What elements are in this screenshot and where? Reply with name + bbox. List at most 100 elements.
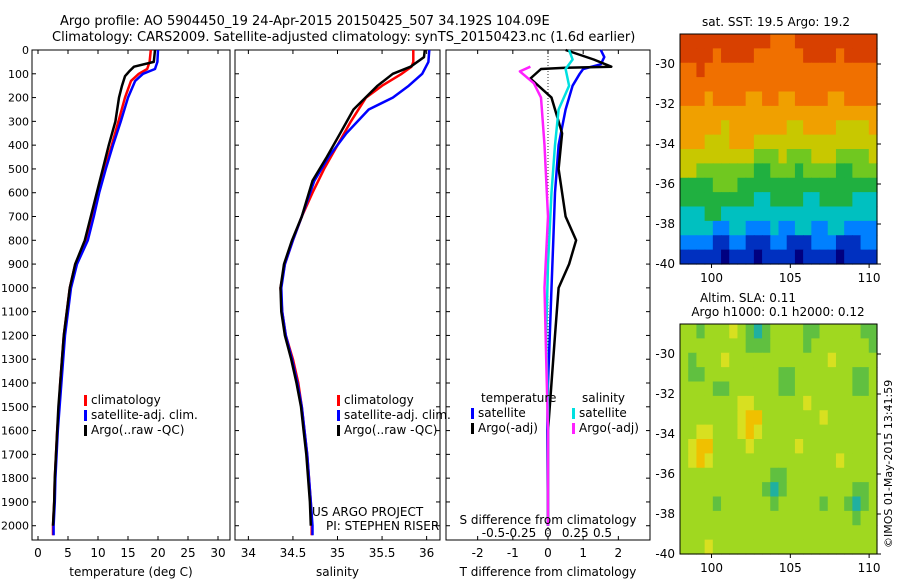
difference-legend-entry: Argo(-adj) [478,421,538,435]
sst-map-cell [827,192,837,208]
sla-map-cell [704,352,714,368]
sla-map-cell [794,395,804,411]
sst-map-cell [835,120,845,136]
sst-map-cell [688,120,698,136]
sst-map-cell [844,192,853,208]
sla-map-ytick-label: -38 [655,507,675,521]
temperature-ytick-label: 100 [8,68,29,81]
sla-map-cell [786,338,796,354]
sla-map-cell [753,324,763,339]
sst-map-cell [696,134,706,150]
sst-map-cell [696,163,706,179]
sst-map-cell [704,120,714,136]
sst-map-cell [704,105,714,121]
difference-xlabel2: S difference from climatology [460,513,637,527]
sst-map-cell [819,206,829,222]
sla-map-cell [835,467,845,483]
sla-map-cell [696,410,706,426]
sst-map-cell [827,91,837,107]
sla-map-cell [819,439,829,454]
sla-map-cell [704,410,714,426]
sla-map-cell [762,525,771,541]
sla-map-cell [860,410,870,426]
temperature-ytick-label: 2000 [1,520,29,533]
temperature-ytick-label: 900 [8,258,29,271]
sst-map-cell [819,235,829,251]
sst-map-cell [835,220,845,236]
sst-map-cell [803,62,812,78]
sst-map-cell [770,163,780,179]
sst-map-cell [852,91,862,107]
sla-map-cell [680,381,689,397]
temperature-ytick-label: 300 [8,115,29,128]
sst-map-cell [819,91,829,107]
salinity-legend-entry: satellite-adj. clim. [344,408,451,422]
sst-map-cell [729,91,739,107]
sst-map-cell [737,34,747,49]
sla-map-cell [753,482,763,498]
sla-map-cell [680,410,689,426]
sst-map-cell [786,249,796,265]
sla-map-cell [762,352,771,368]
temperature-frame [31,49,231,541]
sla-map-cell [721,439,730,454]
sla-map-cell [721,395,730,411]
sla-map-cell [794,510,804,526]
difference-legend-title: temperature [481,391,556,405]
sla-map-cell [811,539,821,555]
sla-map-cell [704,496,714,512]
sla-map-cell [860,439,870,454]
sst-map-cell [868,192,878,208]
sla-map-cell [737,424,747,440]
sla-map-cell [827,482,837,498]
sla-map-cell [712,482,722,498]
sla-map-cell [688,395,698,411]
sst-map-cell [680,177,689,193]
sla-map-cell [704,367,714,383]
sla-map-cell [712,338,722,354]
sst-map-cell [860,105,870,121]
sst-map-cell [737,235,747,251]
sla-map-cell [680,352,689,368]
sst-map-cell [762,149,771,164]
sst-map-xtick-label: 110 [858,271,881,285]
sla-map-cell [712,467,722,483]
sst-map-cell [835,192,845,208]
sst-map-cell [860,192,870,208]
sla-map-cell [729,367,739,383]
sst-map-cell [721,163,730,179]
sst-map-cell [852,48,862,64]
sst-map-cell [729,220,739,236]
sst-map-cell [762,105,771,121]
sla-map-cell [852,338,862,354]
sst-map-cell [753,34,763,49]
temperature-xtick-label: 10 [90,546,105,560]
sla-map-cell [794,482,804,498]
sst-map-cell [680,134,689,150]
sla-map-cell [852,482,862,498]
sla-map-cell [819,496,829,512]
temperature-legend-swatch [84,395,87,406]
sst-map-frame [679,33,878,265]
sst-map-cell [753,163,763,179]
sst-map-cell [868,206,878,222]
sst-map-cell [704,77,714,93]
temperature-ytick-label: 500 [8,163,29,176]
sla-map-cell [696,324,706,339]
sla-map-cell [696,381,706,397]
sst-map-cell [835,77,845,93]
sla-map-cell [844,381,853,397]
sla-map-cell [778,338,788,354]
sla-map-cell [721,496,730,512]
temperature-ytick-label: 1800 [1,472,29,485]
sla-map-cell [794,338,804,354]
sst-map-cell [819,105,829,121]
sla-map-cell [835,324,845,339]
sla-map-cell [762,424,771,440]
sla-map-cell [696,352,706,368]
sst-map-cell [778,120,788,136]
sst-map-cell [803,105,812,121]
sst-map-cell [721,134,730,150]
sst-map-cell [737,192,747,208]
sla-map-cell [688,410,698,426]
